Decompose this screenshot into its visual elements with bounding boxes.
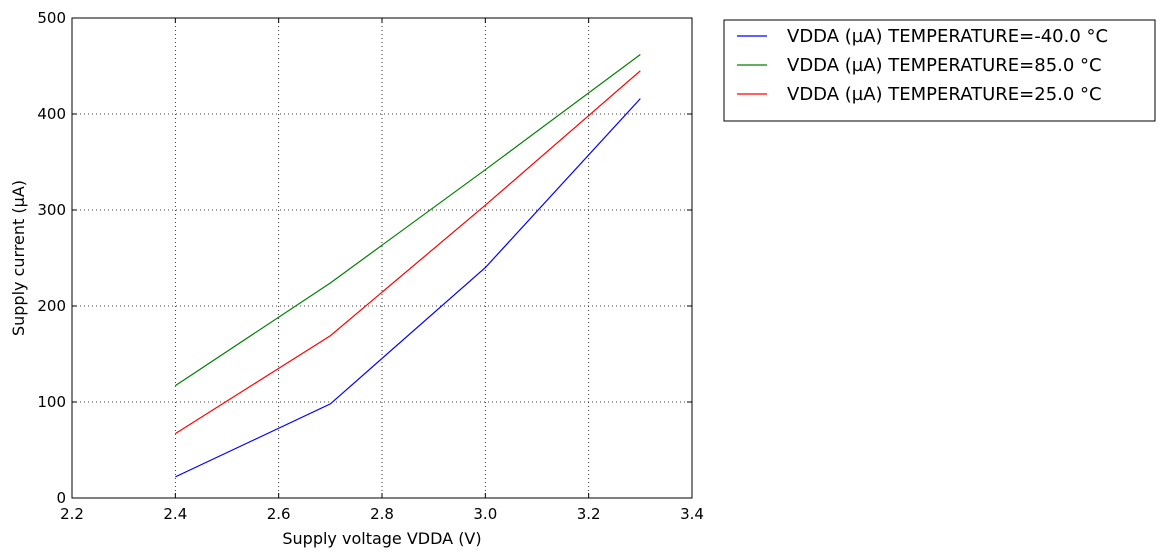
- y-tick-label: 400: [37, 105, 66, 123]
- legend-entry-label: VDDA (µA) TEMPERATURE=25.0 °C: [787, 84, 1102, 105]
- series-line-0: [175, 98, 641, 478]
- y-tick-label: 0: [56, 489, 66, 507]
- legend: VDDA (µA) TEMPERATURE=-40.0 °C VDDA (µA) …: [723, 19, 1156, 122]
- x-tick-label: 2.2: [60, 505, 84, 523]
- series-line-1: [175, 53, 641, 387]
- y-axis-ticks: 0 100 200 300 400 500: [37, 9, 692, 507]
- grid: [71, 17, 693, 499]
- legend-entry-label: VDDA (µA) TEMPERATURE=85.0 °C: [787, 55, 1102, 76]
- x-tick-label: 2.4: [163, 505, 187, 523]
- x-tick-label: 2.8: [370, 505, 394, 523]
- y-tick-label: 500: [37, 9, 66, 27]
- series-line-2: [175, 70, 641, 435]
- legend-box: [723, 19, 1156, 122]
- y-tick-label: 200: [37, 297, 66, 315]
- y-tick-label: 300: [37, 201, 66, 219]
- y-axis-label: Supply current (µA): [9, 180, 28, 336]
- legend-entry-label: VDDA (µA) TEMPERATURE=-40.0 °C: [787, 26, 1108, 47]
- x-tick-label: 3.0: [473, 505, 497, 523]
- x-axis-label: Supply voltage VDDA (V): [282, 529, 481, 548]
- x-tick-label: 3.2: [577, 505, 601, 523]
- y-tick-label: 100: [37, 393, 66, 411]
- x-tick-label: 3.4: [680, 505, 704, 523]
- series-lines: [175, 53, 641, 478]
- x-tick-label: 2.6: [267, 505, 291, 523]
- x-axis-ticks: 2.2 2.4 2.6 2.8 3.0 3.2 3.4: [60, 18, 704, 523]
